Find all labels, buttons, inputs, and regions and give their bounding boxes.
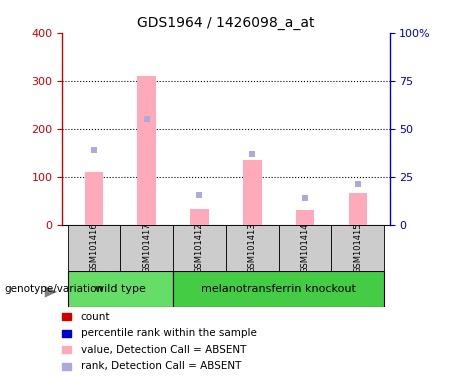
Bar [67, 225, 120, 271]
Bar [173, 271, 384, 307]
Text: GSM101413: GSM101413 [248, 222, 257, 273]
Title: GDS1964 / 1426098_a_at: GDS1964 / 1426098_a_at [137, 16, 315, 30]
Text: percentile rank within the sample: percentile rank within the sample [81, 328, 257, 338]
Text: count: count [81, 312, 110, 322]
Bar [120, 225, 173, 271]
Bar [173, 225, 226, 271]
Text: GSM101417: GSM101417 [142, 222, 151, 273]
Text: genotype/variation: genotype/variation [5, 284, 104, 294]
Bar [243, 160, 261, 225]
Bar [279, 225, 331, 271]
Bar [226, 225, 279, 271]
Text: wild type: wild type [95, 284, 146, 294]
Text: GSM101415: GSM101415 [354, 222, 362, 273]
Text: value, Detection Call = ABSENT: value, Detection Call = ABSENT [81, 345, 246, 355]
Polygon shape [45, 286, 57, 298]
Text: GSM101414: GSM101414 [301, 222, 310, 273]
Text: GSM101416: GSM101416 [89, 222, 98, 273]
Text: melanotransferrin knockout: melanotransferrin knockout [201, 284, 356, 294]
Bar [137, 76, 156, 225]
Text: GSM101412: GSM101412 [195, 222, 204, 273]
Bar [67, 271, 173, 307]
Bar [85, 172, 103, 225]
Bar [349, 194, 367, 225]
Text: rank, Detection Call = ABSENT: rank, Detection Call = ABSENT [81, 361, 241, 371]
Bar [296, 210, 314, 225]
Bar [190, 209, 209, 225]
Bar [331, 225, 384, 271]
